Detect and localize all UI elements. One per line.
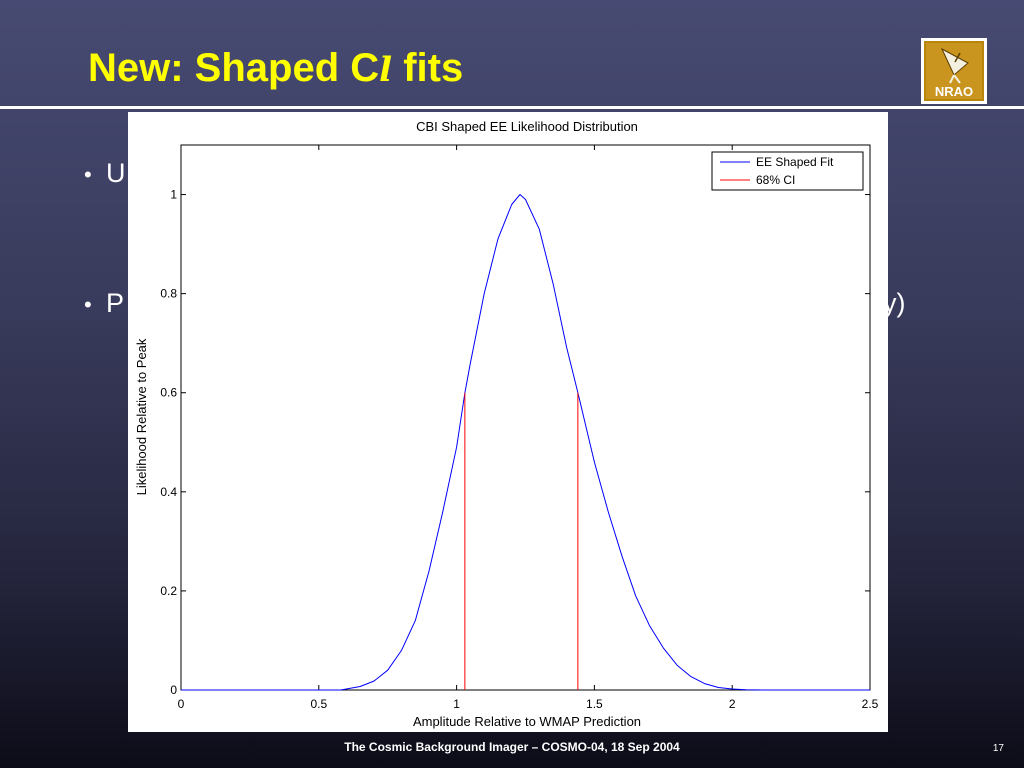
y-tick-label: 0.8 bbox=[160, 287, 177, 301]
legend-box bbox=[711, 151, 864, 191]
legend-label-ci: 68% CI bbox=[756, 173, 795, 187]
y-tick-label: 0.6 bbox=[160, 386, 177, 400]
slide-footer: The Cosmic Background Imager – COSMO-04,… bbox=[344, 740, 680, 754]
slide-title: New: Shaped Cl fits bbox=[88, 48, 463, 88]
title-divider bbox=[0, 106, 1024, 109]
legend: EE Shaped Fit 68% CI bbox=[711, 151, 864, 191]
y-tick-label: 0.4 bbox=[160, 485, 177, 499]
y-axis-label: Likelihood Relative to Peak bbox=[134, 338, 149, 495]
y-tick-label: 1 bbox=[170, 188, 177, 202]
bullet-start: P bbox=[106, 288, 125, 318]
title-suffix: fits bbox=[392, 46, 464, 90]
title-prefix: New: Shaped C bbox=[88, 46, 380, 90]
plot-area bbox=[181, 194, 870, 691]
x-tick-label: 2.5 bbox=[862, 697, 879, 711]
y-tick-label: 0.2 bbox=[160, 584, 177, 598]
x-tick-label: 1.5 bbox=[586, 697, 603, 711]
x-tick-label: 0.5 bbox=[310, 697, 327, 711]
x-axis-label: Amplitude Relative to WMAP Prediction bbox=[413, 714, 641, 729]
nrao-logo: NRAO bbox=[921, 38, 987, 104]
x-tick-label: 1 bbox=[453, 697, 460, 711]
title-subscript-ell: l bbox=[379, 50, 393, 90]
ee-shaped-fit-line bbox=[181, 194, 870, 691]
x-tick-label: 0 bbox=[178, 697, 185, 711]
axis-ticks: 0 0.5 1 1.5 2 2.5 0 0.2 0.4 0.6 0.8 1 bbox=[160, 145, 879, 711]
bullet-item: •U ix bbox=[84, 158, 882, 189]
plot-frame bbox=[180, 144, 871, 691]
legend-label-fit: EE Shaped Fit bbox=[756, 155, 834, 169]
bullet-start: U bbox=[106, 158, 126, 188]
y-tick-label: 0 bbox=[170, 683, 177, 697]
bullet-dot: • bbox=[84, 292, 92, 317]
page-number: 17 bbox=[992, 743, 1004, 754]
bullet-dot: • bbox=[84, 162, 92, 187]
bullet-item: •P nly) bbox=[84, 288, 906, 319]
chart-title: CBI Shaped EE Likelihood Distribution bbox=[416, 119, 638, 134]
x-tick-label: 2 bbox=[729, 697, 736, 711]
logo-text: NRAO bbox=[935, 84, 973, 99]
